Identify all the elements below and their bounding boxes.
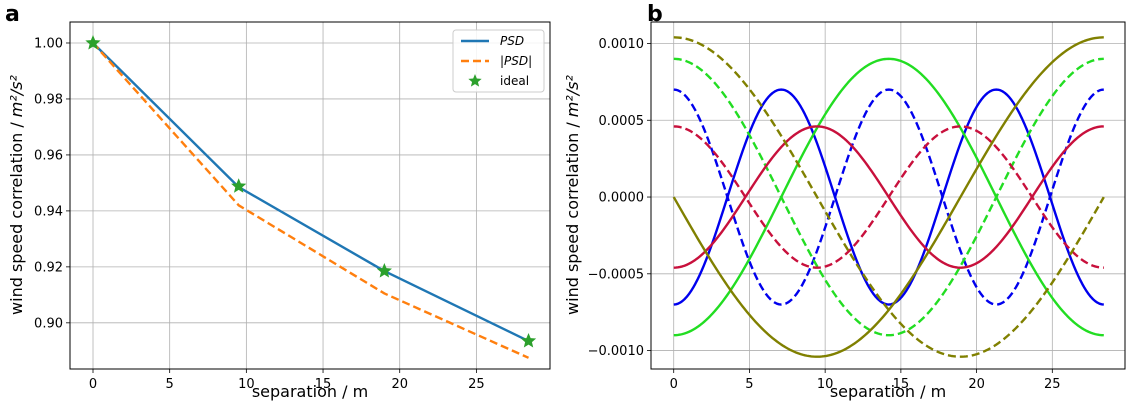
plot-area-b: [672, 36, 1105, 358]
mode-curve-3-solid: [673, 57, 1104, 337]
y-tick-label: 0.98: [34, 92, 63, 107]
axes-frame-b: [650, 21, 1126, 370]
y-tick-label: 0.94: [34, 204, 63, 219]
series-line-psd: [92, 42, 530, 343]
x-tick-label: 25: [1044, 377, 1061, 392]
y-tick-label: 0.96: [34, 148, 63, 163]
ideal-star-marker: [376, 263, 392, 278]
x-tick-label: 20: [968, 377, 985, 392]
axes-frame-a: [69, 21, 551, 370]
y-tick-label: 1.00: [34, 36, 63, 51]
panel-label-a: a: [5, 2, 20, 27]
mode-curve-1-solid: [673, 88, 1104, 306]
grid-b: [651, 22, 1125, 369]
legend-a: PSD |PSD| ideal: [452, 29, 545, 93]
mode-curve-2-dashed: [673, 88, 1104, 306]
ideal-star-marker: [520, 333, 537, 348]
x-tick-label: 25: [468, 377, 485, 392]
x-tick-label: 10: [817, 377, 834, 392]
x-ticks-a: 0 5 10 15 20 25: [89, 369, 485, 392]
y-axis-label-b: wind speed correlation / m²/s²: [563, 74, 582, 314]
y-tick-label: −0.0010: [588, 344, 644, 359]
ideal-star-marker: [85, 34, 101, 50]
plot-area-a: [85, 34, 537, 359]
y-axis-label-unit-b: m²/s²: [563, 74, 582, 117]
x-ticks-b: 0 5 10 15 20 25: [670, 369, 1061, 392]
ideal-star-marker: [231, 178, 247, 193]
legend-label-abs-psd: |PSD|: [500, 54, 532, 68]
mode-curve-6-dashed: [673, 125, 1104, 269]
mode-curve-4-dashed: [673, 57, 1104, 337]
legend-label-ideal: ideal: [500, 74, 529, 88]
y-axis-label-prefix-a: wind speed correlation /: [7, 117, 26, 315]
x-tick-label: 15: [315, 377, 332, 392]
legend-swatch-ideal: [468, 74, 482, 87]
mode-curve-7-solid: [672, 36, 1104, 358]
y-ticks-a: 0.90 0.92 0.94 0.96 0.98 1.00: [34, 36, 70, 331]
x-tick-label: 20: [391, 377, 408, 392]
y-tick-label: 0.0010: [599, 37, 645, 52]
x-tick-label: 5: [745, 377, 753, 392]
y-axis-label-unit-a: m²/s²: [7, 74, 26, 117]
x-tick-label: 15: [893, 377, 910, 392]
mode-curve-8-dashed: [673, 36, 1105, 358]
x-tick-label: 10: [238, 377, 255, 392]
y-tick-label: 0.0000: [599, 191, 645, 206]
y-tick-label: −0.0005: [588, 267, 644, 282]
y-tick-label: 0.90: [34, 316, 63, 331]
x-axis-label-b: separation / m: [830, 382, 946, 401]
x-tick-label: 0: [670, 377, 678, 392]
y-tick-label: 0.0005: [599, 114, 645, 129]
y-tick-label: 0.92: [34, 260, 63, 275]
panel-a: 0 5 10 15 20 25 0.90 0.92 0.94 0.96 0.98 1.00 a se…: [5, 2, 551, 401]
x-axis-label-a: separation / m: [252, 382, 368, 401]
x-tick-label: 0: [89, 377, 97, 392]
panel-label-b: b: [647, 2, 663, 27]
x-tick-label: 5: [166, 377, 174, 392]
y-axis-label-prefix-b: wind speed correlation /: [563, 117, 582, 315]
panel-b: 0 5 10 15 20 25 −0.0010 −0.0005 0.0000 0.0005 0.0…: [563, 2, 1126, 401]
y-axis-label-a: wind speed correlation / m²/s²: [7, 74, 26, 314]
series-line-abs-psd: [92, 42, 530, 359]
y-ticks-b: −0.0010 −0.0005 0.0000 0.0005 0.0010: [588, 37, 651, 359]
legend-label-psd: PSD: [500, 34, 524, 48]
